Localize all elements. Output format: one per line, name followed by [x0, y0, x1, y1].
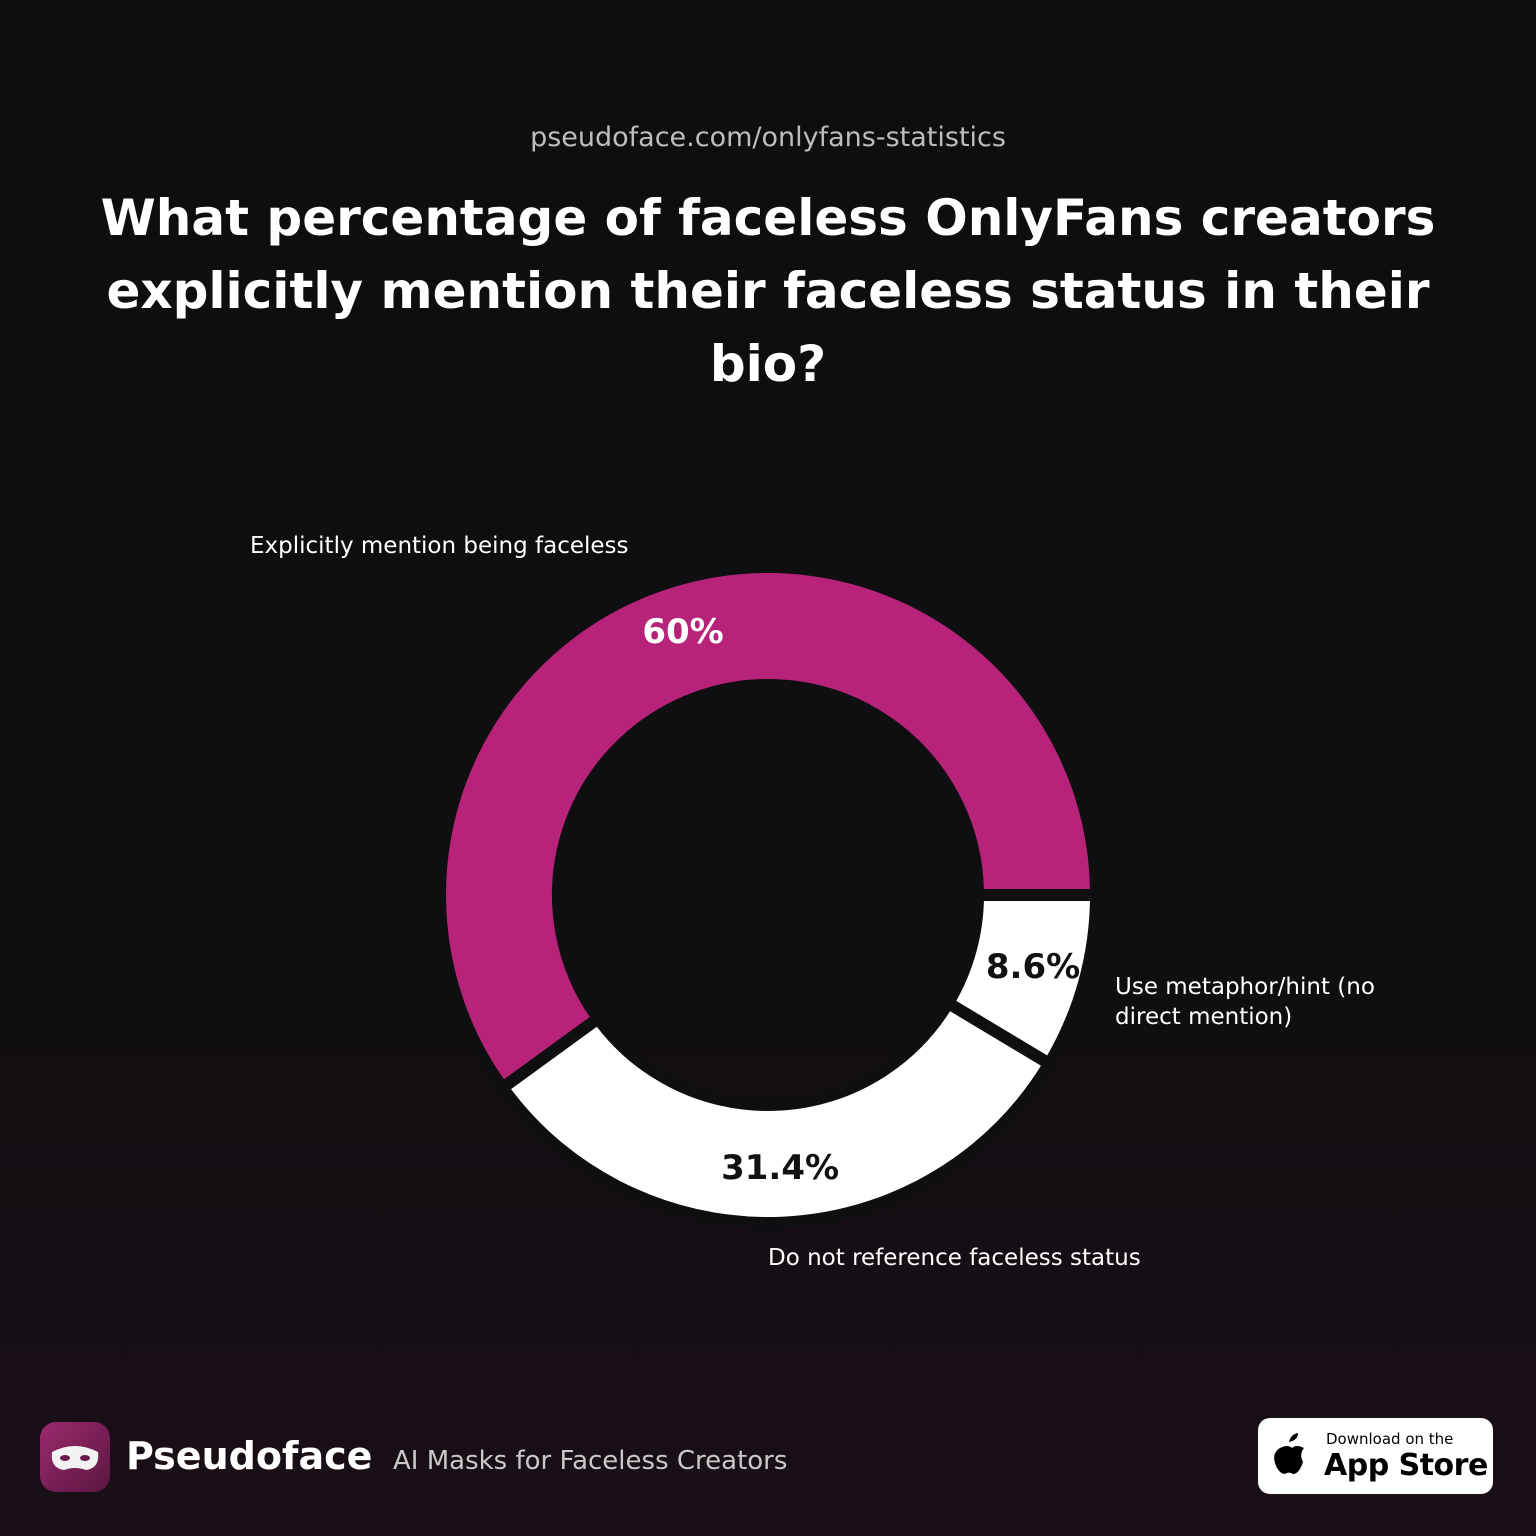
badge-line2: App Store	[1324, 1448, 1488, 1483]
category-label: Do not reference faceless status	[768, 1245, 1141, 1271]
value-label: 31.4%	[721, 1148, 839, 1188]
brand-icon	[40, 1422, 110, 1492]
app-store-badge[interactable]: Download on the App Store	[1258, 1418, 1493, 1494]
chart-title: What percentage of faceless OnlyFans cre…	[100, 189, 1436, 393]
category-label: Explicitly mention being faceless	[250, 533, 629, 559]
source-url: pseudoface.com/onlyfans-statistics	[530, 122, 1006, 153]
donut-segment	[434, 561, 1102, 1094]
value-label: 8.6%	[986, 947, 1080, 987]
donut-segment	[496, 997, 1056, 1229]
apple-logo	[1274, 1433, 1304, 1474]
category-label: Use metaphor/hint (no direct mention)	[1115, 974, 1375, 1030]
badge-line1: Download on the	[1326, 1430, 1454, 1448]
mask-icon	[51, 1446, 99, 1470]
value-label: 60%	[642, 612, 723, 652]
brand-name: Pseudoface	[126, 1434, 373, 1478]
brand-tagline: AI Masks for Faceless Creators	[393, 1446, 788, 1476]
